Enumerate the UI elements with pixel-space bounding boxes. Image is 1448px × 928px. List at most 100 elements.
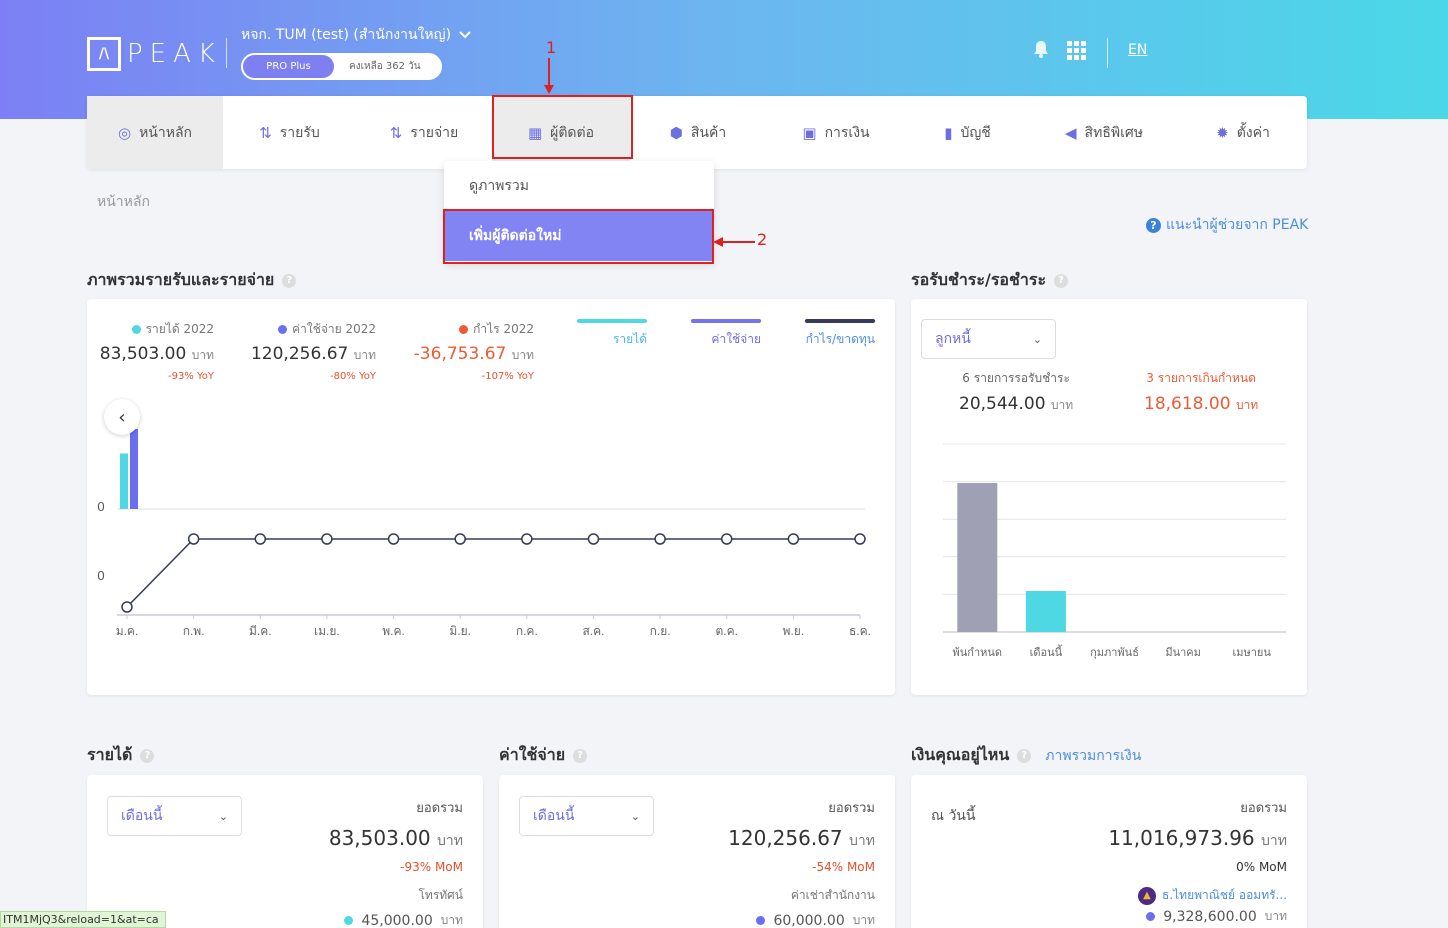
expense-title: ค่าใช้จ่าย? [499,743,588,768]
legend-expense[interactable]: ค่าใช้จ่าย [691,319,761,349]
bell-icon[interactable] [1031,39,1051,63]
x-tick-label: มีนาคม [1165,646,1201,659]
profit-line [126,538,860,608]
language-switch[interactable]: EN [1128,42,1148,58]
profit-point [187,533,200,545]
info-icon[interactable]: ? [140,748,155,763]
header-divider [1107,38,1108,68]
nav-settings[interactable]: ✹ ตั้งค่า [1179,96,1307,169]
info-icon[interactable]: ? [1017,748,1032,763]
info-icon[interactable]: ? [573,748,588,763]
overview-chart: 0 0 ม.ค. ก.พ. มี.ค. เม.ย. พ.ค. มิ.ย. ก.ค. ส.ค. ก.ย… [97,429,871,638]
nav-home[interactable]: ◎ หน้าหลัก [87,96,223,169]
peak-logo[interactable]: /\ PEAK [87,37,222,71]
megaphone-icon: ◀ [1065,123,1077,142]
gear-icon: ✹ [1216,123,1229,142]
as-of-label: ณ วันนี้ [931,808,976,824]
x-tick-label: ก.พ. [183,624,205,638]
help-icon: ? [1146,217,1161,233]
income-period-select[interactable]: เดือนนี้ ⌄ [107,796,242,836]
chevron-down-icon [459,31,471,39]
plan-pill[interactable]: PRO Plus คงเหลือ 362 วัน [241,53,442,80]
x-tick-label: เม.ย. [314,624,340,638]
x-tick-label: ก.ค. [516,624,538,638]
menu-item-overview[interactable]: ดูภาพรวม [469,178,530,194]
income-bar [120,453,128,509]
money-card: ณ วันนี้ ยอดรวม 11,016,973.96 บาท 0% MoM… [911,775,1307,928]
logo-mark: /\ [87,37,121,71]
annotation-step-1: 1 [546,38,557,57]
y-tick-label: 0 [97,568,104,583]
x-tick-label: เมษายน [1232,647,1271,659]
profit-point [254,533,267,545]
money-summary: ยอดรวม 11,016,973.96 บาท 0% MoM ▲ ธ.ไทยพา… [1108,801,1287,925]
income-summary: ยอดรวม 83,503.00 บาท -93% MoM โทรทัศน์ 4… [328,801,463,928]
profit-point [454,533,466,545]
overview-title: ภาพรวมรายรับและรายจ่าย? [87,268,297,293]
expense-period-select[interactable]: เดือนนี้ ⌄ [519,796,654,836]
chevron-down-icon: ⌄ [218,809,228,823]
nav-privileges[interactable]: ◀ สิทธิพิเศษ [1029,96,1179,169]
profit-point [720,533,733,545]
money-title: เงินคุณอยู่ไหน? ภาพรวมการเงิน [911,743,1141,768]
apps-grid-icon[interactable] [1067,41,1087,65]
x-tick-label: พ.ค. [382,624,405,638]
bank-logo-icon: ▲ [1137,886,1156,905]
chevron-down-icon: ⌄ [1032,332,1042,346]
income-icon: ⇅ [259,123,272,142]
nav-label: หน้าหลัก [139,124,193,141]
money-overview-link[interactable]: ภาพรวมการเงิน [1045,747,1142,764]
x-tick-label: ส.ค. [582,624,604,638]
expense-dot [756,916,766,925]
company-switcher[interactable]: หจก. TUM (test) (สำนักงานใหญ่) [241,24,471,46]
overdue-summary: 3 รายการเกินกำหนด 18,618.00 บาท [1144,371,1259,414]
dashboard-icon: ◎ [117,123,132,142]
profit-point [321,533,333,545]
receivables-select[interactable]: ลูกหนี้ ⌄ [921,319,1056,359]
x-tick-label: พ้นกำหนด [953,647,1003,659]
info-icon[interactable]: ? [282,273,297,288]
nav-accounting[interactable]: ▮ บัญชี [906,96,1029,169]
x-tick-label: มิ.ย. [449,624,471,638]
header-divider [226,38,227,68]
breadcrumb[interactable]: หน้าหลัก [97,194,150,210]
company-name: หจก. TUM (test) (สำนักงานใหญ่) [241,27,452,43]
nav-money[interactable]: ▣ การเงิน [766,96,906,169]
main-nav: ◎ หน้าหลัก ⇅ รายรับ ⇅ รายจ่าย ▦ ผู้ติดต่อ ⬢ ส… [87,96,1307,169]
expense-summary: ยอดรวม 120,256.67 บาท -54% MoM ค่าเช่าสำ… [728,801,875,928]
logo-text: PEAK [127,39,222,69]
nav-income[interactable]: ⇅ รายรับ [223,96,356,169]
x-tick-label: พ.ย. [783,624,805,638]
nav-label: ผู้ติดต่อ [550,124,595,141]
nav-contacts[interactable]: ▦ ผู้ติดต่อ [492,96,630,169]
pending-summary: 6 รายการรอรับชำระ 20,544.00 บาท [959,371,1074,414]
bank-account-link[interactable]: ธ.ไทยพาณิชย์ ออมทรั... [1161,888,1287,902]
highlight-box-add-contact [443,209,714,264]
profit-point [387,533,400,545]
expense-card: เดือนนี้ ⌄ ยอดรวม 120,256.67 บาท -54% MoM… [499,775,895,928]
nav-expense[interactable]: ⇅ รายจ่าย [356,96,492,169]
expense-dot [278,325,288,334]
receivable-bar [957,483,998,632]
nav-label: สิทธิพิเศษ [1084,124,1143,141]
info-icon[interactable]: ? [1054,273,1069,288]
help-link[interactable]: ? แนะนำผู้ช่วยจาก PEAK [1146,214,1308,236]
chevron-down-icon: ⌄ [630,809,640,823]
menu-item-add-contact[interactable]: เพิ่มผู้ติดต่อใหม่ [444,211,714,261]
nav-products[interactable]: ⬢ สินค้า [630,96,766,169]
highlight-box-contacts [492,95,633,159]
profit-point [787,533,800,545]
annotation-step-2: 2 [757,230,768,249]
stat-expense: ค่าใช้จ่าย 2022 120,256.67 บาท -80% YoY [250,322,376,382]
chart-prev-button[interactable]: ‹ [104,399,140,435]
legend-income[interactable]: รายได้ [577,319,647,349]
help-link-label: แนะนำผู้ช่วยจาก PEAK [1166,217,1309,233]
stat-profit: กำไร 2022 -36,753.67 บาท -107% YoY [413,322,534,382]
profit-point [521,533,533,545]
product-icon: ⬢ [669,123,683,142]
y-tick-label: 0 [97,499,104,514]
stat-income: รายได้ 2022 83,503.00 บาท -93% YoY [99,322,214,382]
legend-profit[interactable]: กำไร/ขาดทุน [805,319,875,349]
nav-label: รายรับ [279,124,320,141]
x-tick-label: ก.ย. [650,624,671,638]
